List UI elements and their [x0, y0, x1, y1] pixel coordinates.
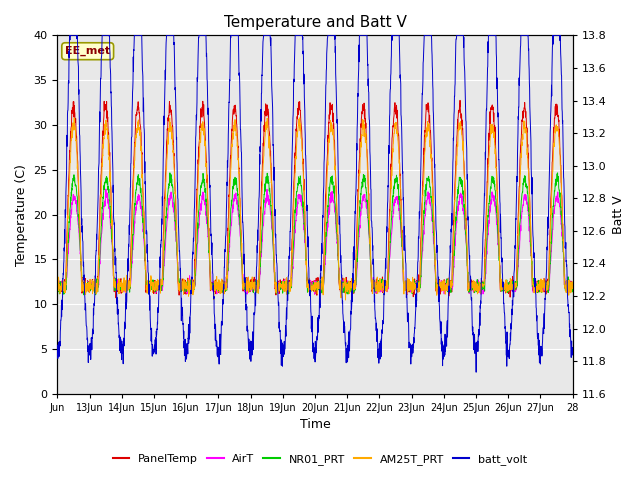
Legend: PanelTemp, AirT, NR01_PRT, AM25T_PRT, batt_volt: PanelTemp, AirT, NR01_PRT, AM25T_PRT, ba… [108, 450, 532, 469]
Y-axis label: Temperature (C): Temperature (C) [15, 164, 28, 265]
Y-axis label: Batt V: Batt V [612, 195, 625, 234]
Text: EE_met: EE_met [65, 46, 110, 56]
Title: Temperature and Batt V: Temperature and Batt V [223, 15, 406, 30]
X-axis label: Time: Time [300, 419, 330, 432]
